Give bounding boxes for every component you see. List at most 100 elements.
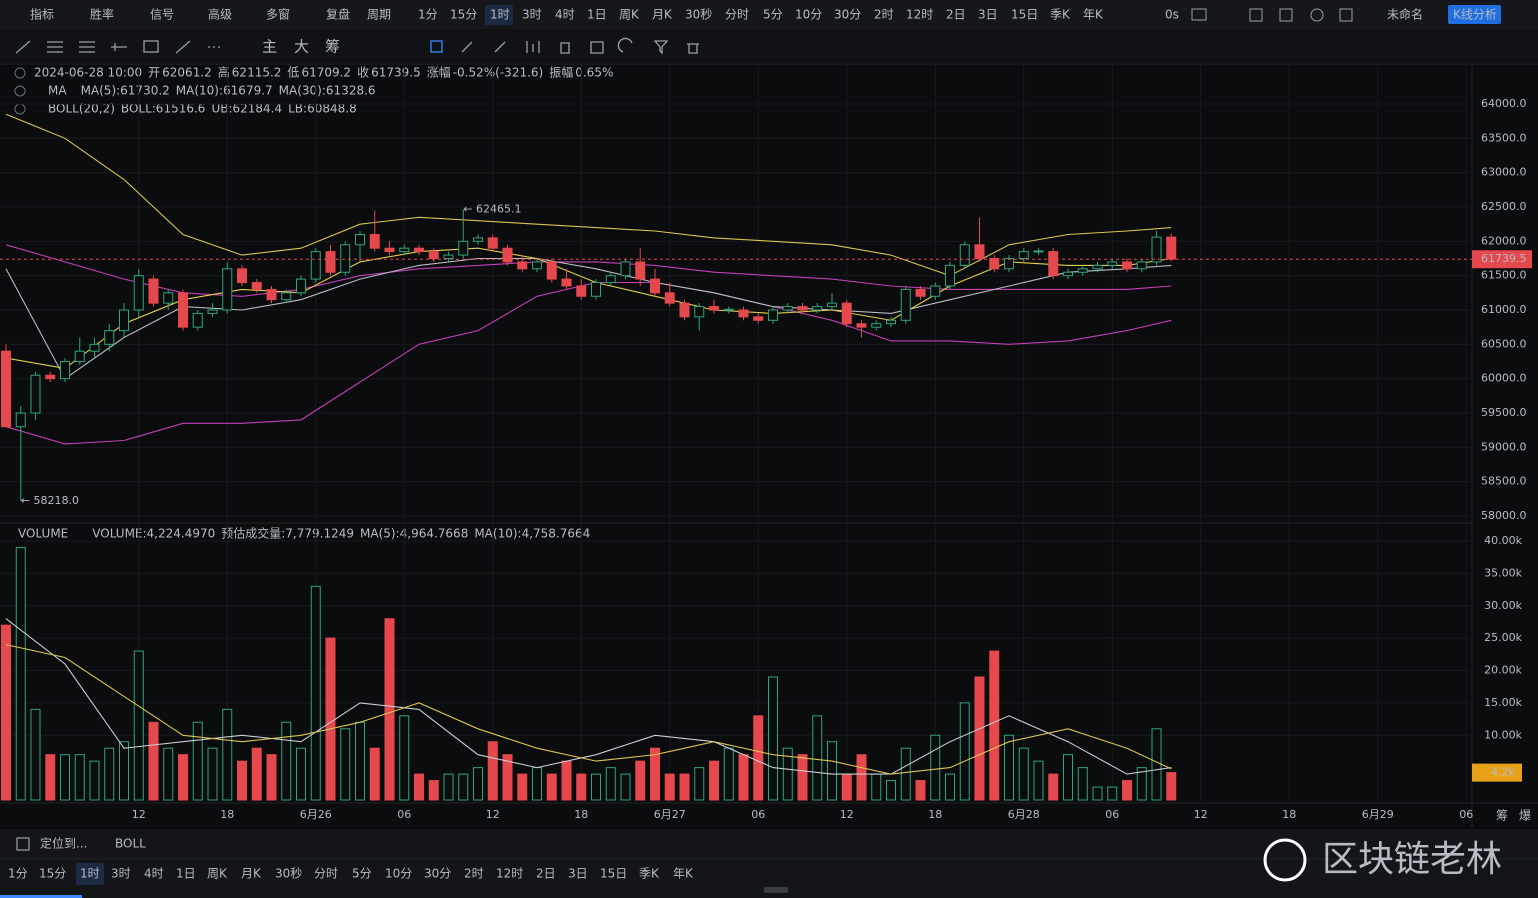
- draw-mode[interactable]: 筹: [325, 38, 340, 56]
- volume-bar: [443, 773, 454, 801]
- toolbar-item[interactable]: 多窗: [266, 8, 290, 22]
- resize-handle[interactable]: [764, 887, 788, 893]
- bottom-period-tab[interactable]: 分时: [314, 867, 338, 881]
- last-volume-label: 4.2k: [1491, 766, 1515, 779]
- candle-body: [1151, 236, 1162, 263]
- bottom-period-tab[interactable]: 月K: [241, 867, 262, 881]
- x-tick-label: 6月28: [1008, 808, 1040, 821]
- period-tab[interactable]: 年K: [1083, 8, 1104, 22]
- volume-bar: [664, 773, 675, 801]
- toolbar-item[interactable]: 胜率: [90, 7, 114, 22]
- period-tab[interactable]: 10分: [795, 8, 822, 22]
- period-tab[interactable]: 3日: [978, 8, 998, 22]
- bottom-period-tab[interactable]: 1日: [176, 867, 196, 881]
- volume-bar: [930, 734, 941, 801]
- bottom-period-tab[interactable]: 30分: [424, 867, 451, 881]
- volume-bar: [650, 747, 660, 801]
- bottom-period-tab[interactable]: 2日: [536, 867, 556, 881]
- period-tab[interactable]: 周K: [619, 8, 640, 22]
- bottom-period-tab[interactable]: 1分: [8, 867, 28, 881]
- volume-bar: [384, 618, 395, 801]
- period-tab[interactable]: 12时: [906, 8, 933, 22]
- volume-ma-line: [5, 618, 1172, 775]
- draw-mode[interactable]: 大: [294, 38, 309, 56]
- bottom-period-tab[interactable]: 5分: [352, 867, 372, 881]
- y-tick-label: 64000.0: [1481, 97, 1527, 110]
- toolbar-item[interactable]: 周期: [367, 8, 391, 22]
- toolbar-item[interactable]: 信号: [150, 8, 174, 22]
- bottom-period-tab[interactable]: 3日: [568, 867, 588, 881]
- bottom-period-tab[interactable]: 季K: [639, 867, 660, 881]
- period-tab[interactable]: 30分: [834, 8, 861, 22]
- x-tick-label: 12: [840, 808, 854, 821]
- candle-body: [163, 292, 174, 304]
- info-value: 62115.2: [232, 66, 282, 80]
- period-tab[interactable]: 5分: [763, 8, 783, 22]
- period-tab[interactable]: 4时: [555, 8, 575, 22]
- boll-legend: BOLL:61516.6: [121, 102, 206, 116]
- bottom-period-tab[interactable]: 2时: [464, 867, 484, 881]
- bottom-period-tab[interactable]: 周K: [207, 867, 228, 881]
- candle-body: [694, 306, 705, 318]
- volume-tick-label: 35.00k: [1484, 566, 1522, 579]
- candle-body: [561, 278, 572, 287]
- volume-bar: [487, 741, 498, 801]
- period-tab[interactable]: 15日: [1011, 8, 1038, 22]
- volume-bar: [915, 780, 926, 801]
- bottom-period-tab[interactable]: 15日: [600, 867, 627, 881]
- volume-bar: [296, 747, 306, 801]
- bottom-period-tab[interactable]: 年K: [673, 867, 694, 881]
- volume-bar: [251, 747, 262, 801]
- volume-bar: [45, 754, 56, 801]
- candle-body: [723, 308, 734, 311]
- indicator-tab[interactable]: BOLL: [115, 837, 146, 851]
- bottom-period-tab[interactable]: 1时: [80, 867, 100, 881]
- toolbar-item[interactable]: 复盘: [326, 7, 350, 22]
- bottom-period-tab[interactable]: 4时: [144, 867, 164, 881]
- period-tab[interactable]: 15分: [450, 8, 477, 22]
- analysis-button[interactable]: K线分析: [1453, 8, 1497, 22]
- period-tab[interactable]: 1分: [418, 8, 438, 22]
- bottom-period-tab[interactable]: 30秒: [275, 867, 302, 881]
- y-tick-label: 62500.0: [1481, 200, 1527, 213]
- volume-bar: [856, 754, 867, 801]
- toolbar-item[interactable]: 高级: [208, 7, 232, 22]
- candle-body: [384, 247, 395, 253]
- bottom-period-tab[interactable]: 15分: [39, 867, 66, 881]
- candle-body: [60, 361, 70, 380]
- period-tab[interactable]: 3时: [522, 8, 542, 22]
- bottom-period-tab[interactable]: 10分: [385, 867, 412, 881]
- x-tick-label: 18: [1282, 808, 1296, 821]
- toolbar-item[interactable]: 指标: [30, 7, 54, 22]
- period-tab[interactable]: 1时: [490, 8, 510, 22]
- period-tab[interactable]: 分时: [725, 8, 749, 22]
- analysis-button-bg[interactable]: [1448, 5, 1501, 24]
- candle-body: [841, 302, 852, 325]
- period-tab[interactable]: 30秒: [685, 8, 712, 22]
- locate-button[interactable]: 定位到...: [40, 836, 87, 851]
- layout-name[interactable]: 未命名: [1387, 7, 1423, 22]
- candle-body: [546, 261, 557, 280]
- x-tick-label: 06: [397, 808, 411, 821]
- volume-bar: [974, 676, 985, 801]
- candle-body: [1063, 271, 1073, 277]
- indicator-line: [5, 257, 1172, 380]
- boll-legend: UB:62184.4: [211, 102, 282, 116]
- period-tab[interactable]: 季K: [1050, 8, 1071, 22]
- volume-bar: [133, 650, 144, 801]
- period-tab[interactable]: 月K: [652, 8, 673, 22]
- y-tick-label: 61500.0: [1481, 269, 1527, 282]
- period-tab[interactable]: 2日: [946, 8, 966, 22]
- volume-bar: [989, 650, 1000, 801]
- y-tick-label: 63500.0: [1481, 131, 1527, 144]
- candle-body: [310, 251, 321, 280]
- volume-bar: [532, 767, 542, 801]
- period-tab[interactable]: 1日: [587, 8, 607, 22]
- candle-body: [428, 251, 439, 259]
- draw-mode[interactable]: 主: [262, 38, 277, 56]
- period-tab[interactable]: 2时: [874, 8, 894, 22]
- bottom-period-tab[interactable]: 3时: [111, 867, 131, 881]
- bottom-period-tab[interactable]: 12时: [496, 867, 523, 881]
- volume-bar: [812, 715, 823, 801]
